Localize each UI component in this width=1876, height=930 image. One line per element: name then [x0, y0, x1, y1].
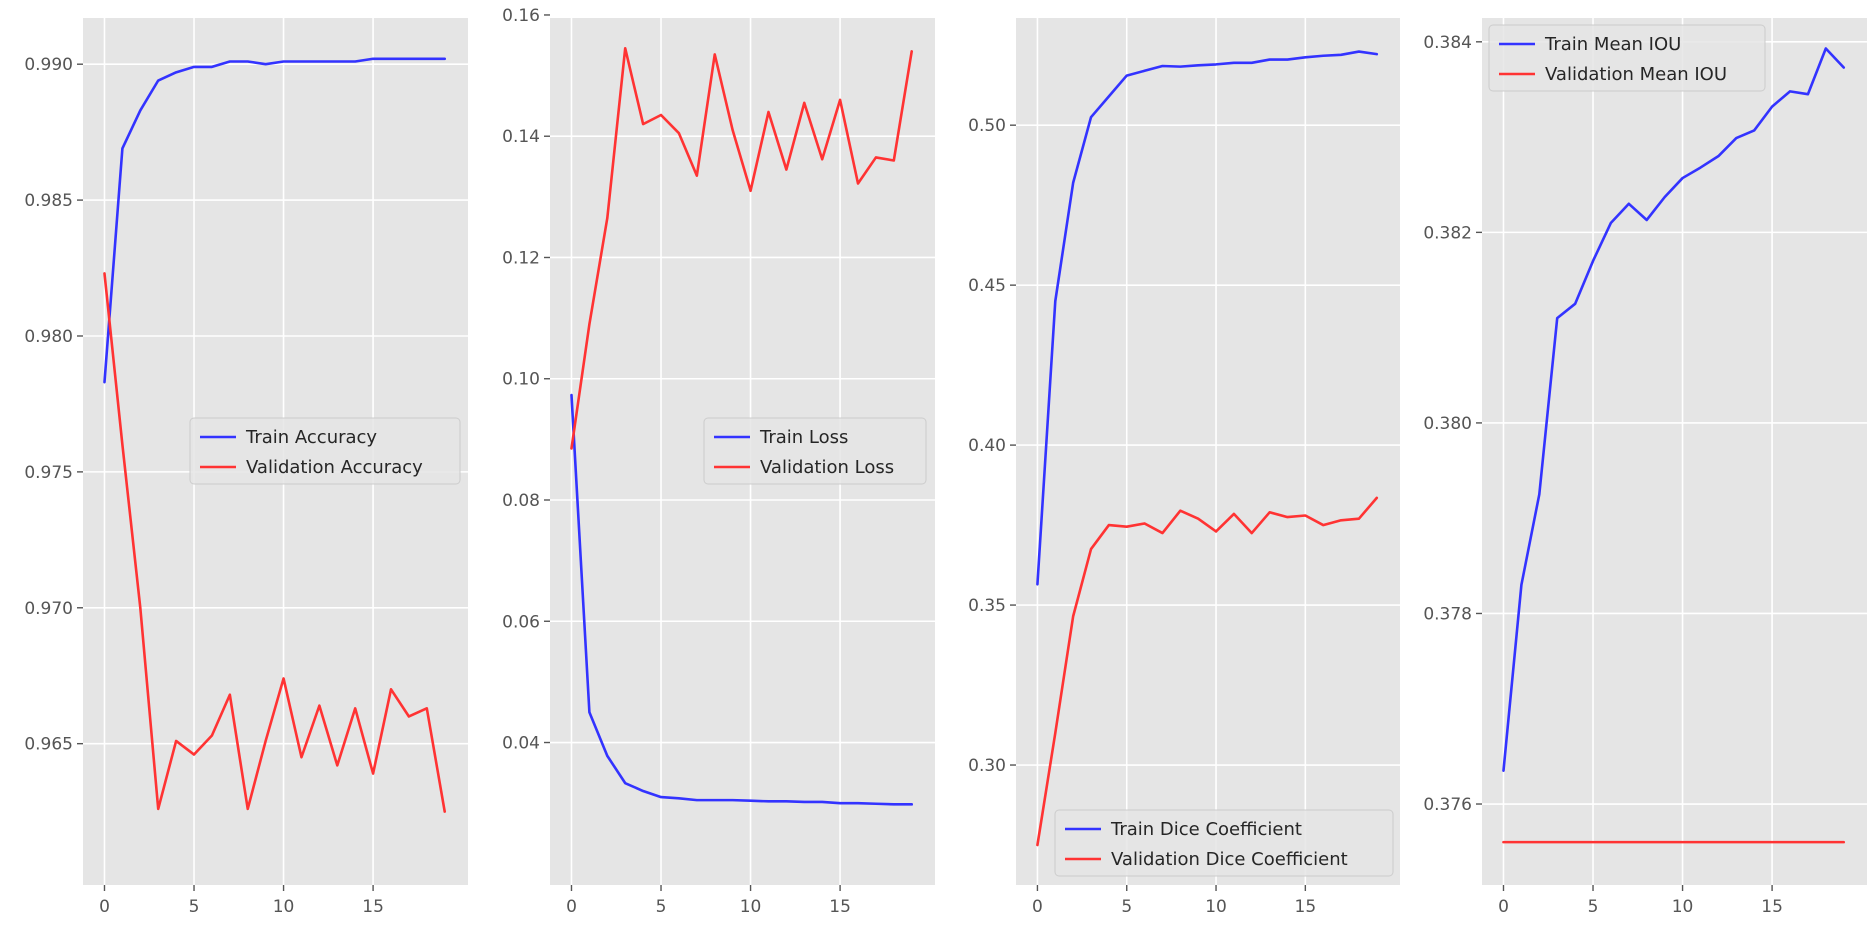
- legend-box: [1488, 24, 1766, 92]
- x-tick-label: 15: [1295, 897, 1317, 917]
- series-line-validation-loss: [570, 47, 914, 450]
- x-tick-label: 0: [1498, 897, 1509, 917]
- x-tick-label: 0: [566, 897, 577, 917]
- y-tick-label: 0.06: [502, 612, 540, 632]
- legend: Train Accuracy Validation Accuracy: [189, 417, 461, 485]
- y-tick-label: 0.980: [24, 327, 73, 347]
- series-line-validation-accuracy: [103, 272, 447, 813]
- legend-label: Validation Dice Coefficient: [1111, 849, 1348, 870]
- x-tick-label: 0: [99, 897, 110, 917]
- legend-box: [1054, 809, 1394, 877]
- legend-box: [189, 417, 461, 485]
- x-tick-label: 0: [1032, 897, 1043, 917]
- y-tick-label: 0.12: [502, 248, 540, 268]
- legend-label: Validation Mean IOU: [1545, 64, 1727, 85]
- y-tick-label: 0.16: [502, 6, 540, 26]
- series-line-train-dice-coefficient: [1036, 50, 1379, 586]
- x-tick-label: 5: [189, 897, 200, 917]
- legend-label: Train Mean IOU: [1544, 34, 1681, 55]
- plot-area: [1482, 18, 1867, 885]
- legend: Train Mean IOU Validation Mean IOU: [1488, 24, 1766, 92]
- y-tick-label: 0.382: [1423, 223, 1472, 243]
- x-tick-label: 10: [1205, 897, 1227, 917]
- legend-label: Train Accuracy: [245, 427, 377, 448]
- legend-label: Validation Accuracy: [246, 457, 423, 478]
- series-line-train-loss: [570, 393, 914, 806]
- y-tick-label: 0.14: [502, 127, 540, 147]
- x-tick-label: 10: [740, 897, 762, 917]
- chart-panel-2: 0 5 10 15 0.04 0.06 0.08 0.10 0.12 0.14 0.16 Train …: [502, 6, 935, 917]
- y-tick-label: 0.378: [1423, 604, 1472, 624]
- chart-panel-1: 0 5 10 15 0.965 0.970 0.975 0.980 0.985 0.990 Trai…: [24, 18, 468, 917]
- y-tick-label: 0.376: [1423, 795, 1472, 815]
- y-tick-label: 0.30: [968, 756, 1006, 776]
- series-line-validation-dice-coefficient: [1036, 496, 1379, 847]
- plot-area: [1016, 18, 1400, 885]
- y-tick-label: 0.35: [968, 596, 1006, 616]
- legend-label: Train Dice Coefficient: [1110, 819, 1302, 840]
- legend: Train Dice Coefficient Validation Dice Co…: [1054, 809, 1394, 877]
- x-tick-label: 5: [1588, 897, 1599, 917]
- legend-box: [703, 417, 927, 485]
- x-tick-label: 10: [1672, 897, 1694, 917]
- series-line-train-mean-iou: [1502, 47, 1846, 772]
- x-tick-label: 15: [1761, 897, 1783, 917]
- x-tick-label: 5: [1121, 897, 1132, 917]
- y-tick-label: 0.45: [968, 276, 1006, 296]
- legend: Train Loss Validation Loss: [703, 417, 927, 485]
- series-line-train-accuracy: [103, 57, 447, 384]
- x-tick-label: 5: [656, 897, 667, 917]
- y-tick-label: 0.50: [968, 116, 1006, 136]
- y-tick-label: 0.975: [24, 463, 73, 483]
- x-tick-label: 10: [273, 897, 295, 917]
- y-tick-label: 0.990: [24, 55, 73, 75]
- legend-label: Train Loss: [759, 427, 848, 448]
- y-tick-label: 0.04: [502, 734, 540, 754]
- chart-panel-3: 0 5 10 15 0.30 0.35 0.40 0.45 0.50 Train Dice Coe…: [968, 18, 1400, 917]
- y-tick-label: 0.384: [1423, 33, 1472, 53]
- legend-label: Validation Loss: [760, 457, 894, 478]
- y-tick-label: 0.10: [502, 370, 540, 390]
- y-tick-label: 0.40: [968, 436, 1006, 456]
- y-tick-label: 0.985: [24, 191, 73, 211]
- x-tick-label: 15: [829, 897, 851, 917]
- x-tick-label: 15: [362, 897, 384, 917]
- y-tick-label: 0.970: [24, 599, 73, 619]
- y-tick-label: 0.08: [502, 491, 540, 511]
- y-tick-label: 0.965: [24, 735, 73, 755]
- chart-panel-4: 0 5 10 15 0.376 0.378 0.380 0.382 0.384 Train Mea…: [1423, 18, 1867, 917]
- y-tick-label: 0.380: [1423, 414, 1472, 434]
